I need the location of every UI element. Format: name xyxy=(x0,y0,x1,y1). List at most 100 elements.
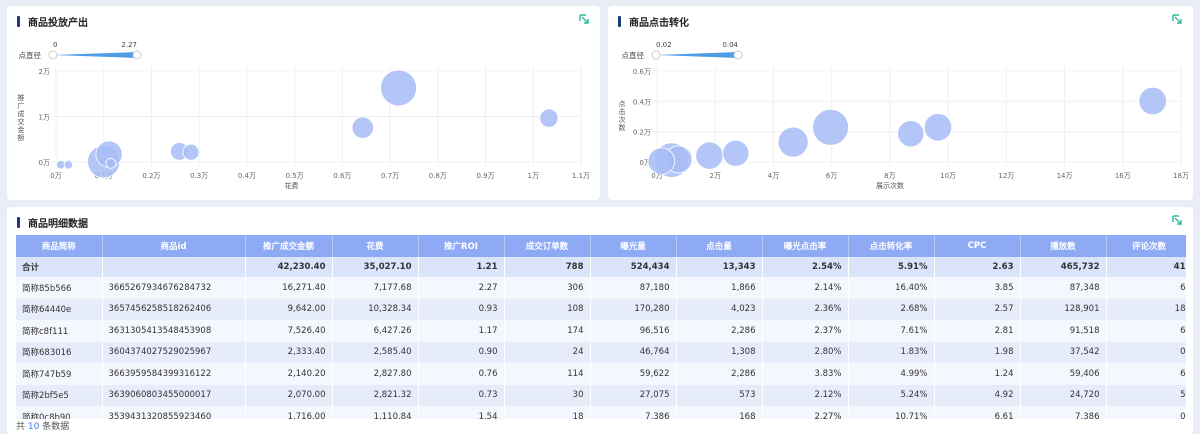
table-row[interactable]: 简称747b59 3663959584399316122 2,140.20 2,827… xyxy=(16,363,1186,385)
bubble-point[interactable] xyxy=(777,126,809,158)
table-row[interactable]: 简称683016 3604374027529025967 2,333.40 2,585… xyxy=(16,341,1186,363)
y-axis-label-char: 次 xyxy=(619,115,626,124)
column-header[interactable]: 评论次数 xyxy=(1106,235,1186,257)
table-cell: 1,110.84 xyxy=(332,406,419,419)
y-tick-label: 0万 xyxy=(39,159,50,167)
column-header[interactable]: CPC xyxy=(934,235,1021,257)
table-cell: 3631305413548453908 xyxy=(102,320,246,342)
table-cell: 465,732 xyxy=(1020,257,1107,277)
panel-title-text: 商品投放产出 xyxy=(28,17,88,29)
export-icon[interactable] xyxy=(578,13,590,25)
size-legend-label: 点直径 xyxy=(622,50,645,60)
x-tick-label: 4万 xyxy=(768,172,779,180)
bubble-chart-delivery: 点直径02.270万0.1万0.2万0.3万0.4万0.5万0.6万0.7万0.… xyxy=(18,41,591,190)
table-cell: 2.14% xyxy=(762,277,849,299)
table-cell: 30 xyxy=(504,384,591,406)
x-tick-label: 0万 xyxy=(651,172,662,180)
table-cell: 4.92 xyxy=(934,384,1021,406)
x-tick-label: 18万 xyxy=(1173,172,1189,180)
bubble-point[interactable] xyxy=(1138,86,1167,116)
size-legend-label: 点直径 xyxy=(19,50,42,60)
table-cell: 174 xyxy=(504,320,591,342)
size-legend-min: 0 xyxy=(53,41,57,49)
x-tick-label: 10万 xyxy=(940,172,956,180)
table-cell: 13,343 xyxy=(676,257,763,277)
table-cell: 简称64440e xyxy=(16,298,103,320)
table-row[interactable]: 简称0c8b90 3539431320855923460 1,716.00 1,110… xyxy=(16,406,1186,419)
size-legend-handle-max[interactable] xyxy=(132,50,142,60)
table-total-row[interactable]: 合计 42,230.40 35,027.10 1.21 788 524,434 13,343… xyxy=(16,257,1186,277)
bubble-point[interactable] xyxy=(647,147,676,175)
export-icon[interactable] xyxy=(1171,13,1183,25)
table-row[interactable]: 简称c8f111 3631305413548453908 7,526.40 6,427… xyxy=(16,320,1186,342)
table-cell: 46,764 xyxy=(590,341,677,363)
bubble-point[interactable] xyxy=(812,108,849,146)
column-header[interactable]: 曝光点击率 xyxy=(762,235,849,257)
table-cell: 2.37% xyxy=(762,320,849,342)
size-legend-handle-max[interactable] xyxy=(733,50,743,60)
bubble-point[interactable] xyxy=(722,139,750,167)
size-legend-handle-min[interactable] xyxy=(48,50,58,60)
y-axis-label-char: 推 xyxy=(18,93,25,102)
table-cell: 1,308 xyxy=(676,341,763,363)
bubble-point[interactable] xyxy=(695,141,724,170)
table-cell: 5.91% xyxy=(848,257,935,277)
x-tick-label: 0.6万 xyxy=(333,172,351,180)
table-cell: 2,585.40 xyxy=(332,341,419,363)
bubble-point[interactable] xyxy=(182,143,200,161)
table-cell: 3657456258518262406 xyxy=(102,298,246,320)
size-legend-bar xyxy=(53,52,137,58)
table-row[interactable]: 简称85b566 3665267934676284732 16,271.40 7,17… xyxy=(16,277,1186,299)
column-header[interactable]: 点击量 xyxy=(676,235,763,257)
table-cell: 1.98 xyxy=(934,341,1021,363)
bubble-point[interactable] xyxy=(105,157,117,169)
column-header[interactable]: 点击转化率 xyxy=(848,235,935,257)
table-cell: 91,518 xyxy=(1020,320,1107,342)
table-cell: 108 xyxy=(504,298,591,320)
x-tick-label: 1.1万 xyxy=(572,172,590,180)
table-cell: 24 xyxy=(504,341,591,363)
column-header[interactable]: 推广ROI xyxy=(418,235,505,257)
x-tick-label: 8万 xyxy=(884,172,895,180)
size-legend-handle-min[interactable] xyxy=(651,50,661,60)
table-cell: 简称683016 xyxy=(16,341,103,363)
table-cell: 7.61% xyxy=(848,320,935,342)
table-cell: 0.93 xyxy=(418,298,505,320)
column-header[interactable]: 曝光量 xyxy=(590,235,677,257)
bubble-point[interactable] xyxy=(63,160,74,170)
bubble-point[interactable] xyxy=(923,113,953,142)
table-cell: 524,434 xyxy=(590,257,677,277)
table-cell: 0.76 xyxy=(418,363,505,385)
export-icon[interactable] xyxy=(1171,214,1183,226)
panel-title-conversion: 商品点击转化 xyxy=(618,12,689,30)
table-cell: 7,386 xyxy=(590,406,677,419)
column-header[interactable]: 商品id xyxy=(102,235,246,257)
table-cell: 41 xyxy=(1106,257,1186,277)
table-cell: 16,271.40 xyxy=(245,277,333,299)
bubble-point[interactable] xyxy=(539,108,559,128)
column-header[interactable]: 花费 xyxy=(332,235,419,257)
detail-table-container[interactable]: 商品简称 商品id 推广成交金额 花费 推广ROI 成交订单数 曝光量 点击量 曝光点击率 点击转… xyxy=(16,235,1186,419)
table-cell: 2.54% xyxy=(762,257,849,277)
table-cell: 3539431320855923460 xyxy=(102,406,246,419)
table-cell: 168 xyxy=(676,406,763,419)
table-cell: 2.27% xyxy=(762,406,849,419)
table-cell: 96,516 xyxy=(590,320,677,342)
size-legend-min: 0.02 xyxy=(656,41,672,49)
x-tick-label: 0.9万 xyxy=(476,172,494,180)
bubble-point[interactable] xyxy=(897,120,925,148)
bubble-point[interactable] xyxy=(380,69,417,107)
column-header[interactable]: 成交订单数 xyxy=(504,235,591,257)
column-header[interactable]: 播放数 xyxy=(1020,235,1107,257)
table-header-row: 商品简称 商品id 推广成交金额 花费 推广ROI 成交订单数 曝光量 点击量 曝光点击率 点击转… xyxy=(16,235,1186,257)
x-axis-label: 花费 xyxy=(285,181,299,190)
x-tick-label: 0.4万 xyxy=(238,172,256,180)
column-header[interactable]: 商品简称 xyxy=(16,235,103,257)
x-tick-label: 1万 xyxy=(528,172,539,180)
table-cell: 2,140.20 xyxy=(245,363,333,385)
column-header[interactable]: 推广成交金额 xyxy=(245,235,333,257)
table-row[interactable]: 简称64440e 3657456258518262406 9,642.00 10,32… xyxy=(16,298,1186,320)
table-row[interactable]: 简称2bf5e5 3639060803455000017 2,070.00 2,821… xyxy=(16,384,1186,406)
bubble-point[interactable] xyxy=(351,116,374,139)
table-cell: 4.99% xyxy=(848,363,935,385)
